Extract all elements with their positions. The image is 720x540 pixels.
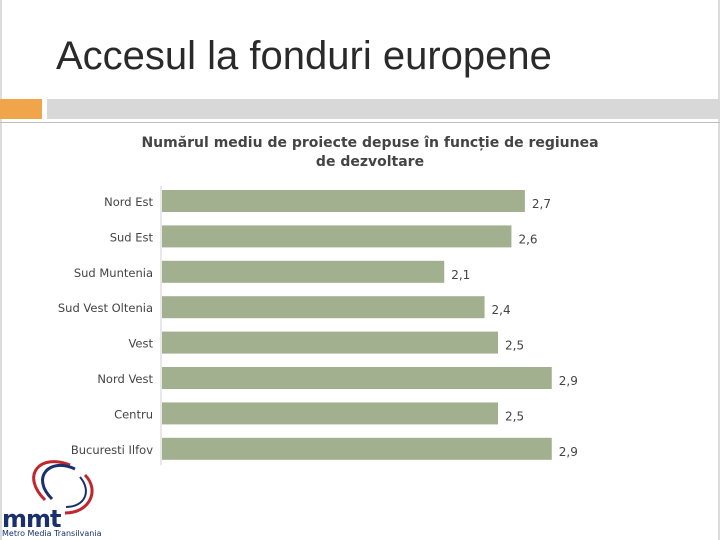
bar-0: [162, 190, 525, 212]
category-label-6: Centru: [114, 407, 153, 421]
chart-title: Numărul mediu de proiecte depuse în func…: [141, 135, 599, 170]
value-label-4: 2,5: [505, 339, 524, 353]
value-label-7: 2,9: [559, 445, 578, 459]
category-label-0: Nord Est: [104, 195, 153, 209]
bar-2: [162, 260, 445, 283]
bar-6: [162, 402, 498, 425]
mmt-logo-icon: [32, 460, 94, 515]
bar-4: [162, 331, 498, 354]
value-label-0: 2,7: [532, 197, 551, 211]
category-label-1: Sud Est: [110, 230, 154, 244]
bar-1: [162, 225, 512, 248]
value-label-5: 2,9: [559, 374, 578, 388]
value-label-3: 2,4: [492, 303, 511, 317]
logo-subtitle: Metro Media Transilvania: [2, 529, 102, 538]
category-label-5: Nord Vest: [97, 372, 153, 386]
bar-7: [162, 437, 552, 460]
value-label-6: 2,5: [505, 409, 524, 423]
slide-frame-left: [0, 0, 2, 540]
bar-5: [162, 367, 552, 389]
category-label-7: Bucuresti Ilfov: [71, 443, 153, 457]
logo-wordmark: mmt: [2, 505, 61, 533]
accent-bar-orange: [0, 99, 42, 119]
category-label-3: Sud Vest Oltenia: [58, 301, 153, 315]
slide-frame-right: [718, 0, 720, 540]
value-label-1: 2,6: [518, 232, 537, 246]
accent-bar-gray: [47, 99, 720, 119]
category-label-4: Vest: [128, 337, 153, 351]
bar-3: [162, 296, 485, 319]
slide-title: Accesul la fonduri europene: [56, 34, 552, 78]
value-label-2: 2,1: [451, 268, 470, 282]
accent-divider: [0, 122, 720, 123]
category-label-2: Sud Muntenia: [74, 266, 153, 280]
